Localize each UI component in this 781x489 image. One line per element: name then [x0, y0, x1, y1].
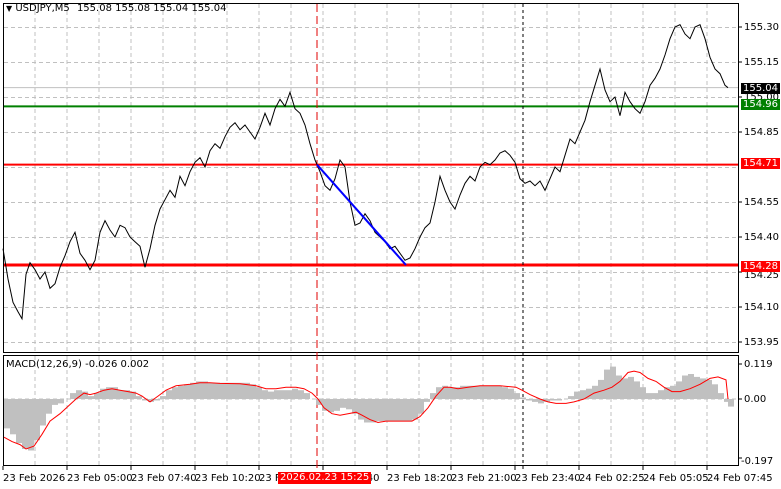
- triangle-down-icon[interactable]: ▼: [6, 4, 13, 13]
- time-label: 23 Feb 07:40: [131, 473, 197, 484]
- time-label: 23 Feb 2026: [3, 473, 66, 484]
- macd-tick: -0.197: [741, 456, 774, 467]
- macd-signal-line: [3, 370, 729, 450]
- current-price-tag: 155.04: [741, 83, 780, 94]
- time-label: 23 Feb 10:20: [195, 473, 261, 484]
- trendline-blue[interactable]: [316, 164, 407, 266]
- horizontal-grid: [4, 27, 738, 343]
- time-label: 23 Feb 21:00: [451, 473, 517, 484]
- price-tick: 154.25: [744, 270, 779, 281]
- time-label: 24 Feb 02:25: [579, 473, 645, 484]
- time-label: 23 Feb 18:20: [387, 473, 453, 484]
- price-tick: 153.95: [744, 337, 779, 348]
- price-tick: 155.00: [744, 92, 779, 103]
- price-tick: 154.85: [744, 127, 779, 138]
- macd-title: MACD(12,26,9) -0.026 0.002: [6, 359, 150, 370]
- price-series-line: [2, 24, 729, 321]
- symbol-label: USDJPY,M5: [15, 3, 70, 14]
- price-tick: 155.15: [744, 57, 779, 68]
- axis-ticks: [2, 26, 742, 470]
- price-tick: 154.10: [744, 302, 779, 313]
- level-tag-red-upper: 154.71: [741, 158, 780, 169]
- price-tick: 154.55: [744, 197, 779, 208]
- macd-tick: 0.00: [744, 394, 767, 405]
- level-tag-red-lower: 154.28: [741, 261, 780, 272]
- price-tick: 155.30: [744, 22, 779, 33]
- price-panel-frame: [3, 3, 739, 353]
- time-label: 24 Feb 05:05: [643, 473, 709, 484]
- time-label: 23 Feb 05:00: [67, 473, 133, 484]
- time-label: 24 Feb 07:45: [707, 473, 773, 484]
- macd-tick: 0.119: [744, 359, 773, 370]
- crosshair-time-tag: 2026.02.23 15:25: [278, 472, 372, 484]
- macd-histogram: [4, 366, 734, 451]
- ohlc-values: 155.08 155.08 155.04 155.04: [76, 3, 227, 14]
- time-label: 23 Feb 23:40: [515, 473, 581, 484]
- chart-title[interactable]: ▼ USDJPY,M5 155.08 155.08 155.04 155.04: [6, 3, 226, 15]
- level-tag-green: 154.96: [741, 99, 780, 110]
- time-label: 23 F: [259, 473, 281, 484]
- price-tick: 154.40: [744, 232, 779, 243]
